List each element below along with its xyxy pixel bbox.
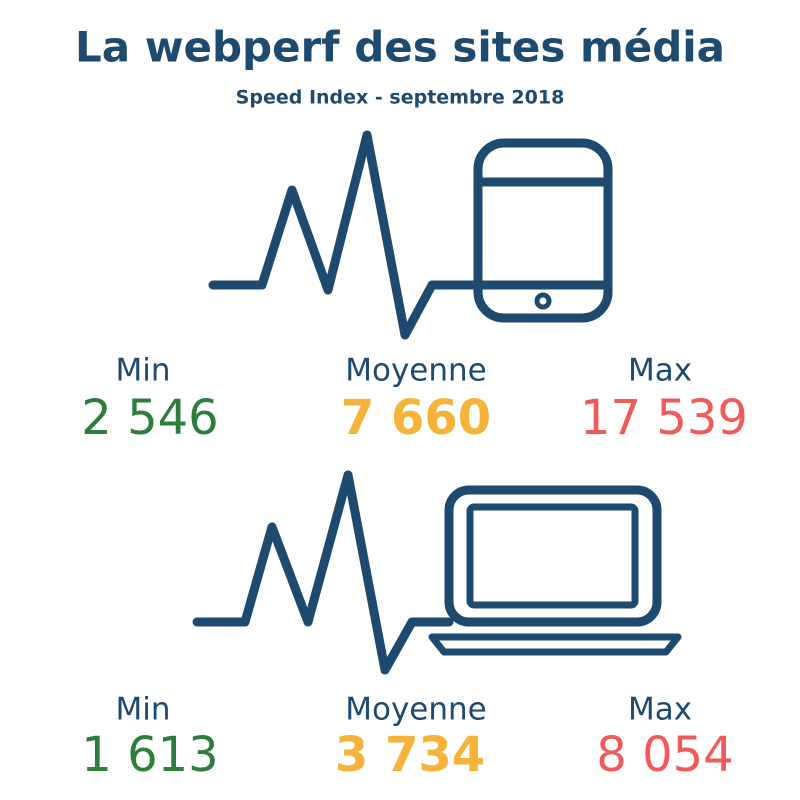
stat-value: 7 660: [341, 390, 491, 446]
stat-label: Min: [115, 353, 170, 389]
desktop-icon: [192, 470, 682, 675]
title: La webperf des sites média: [75, 23, 725, 72]
stat-value: 8 054: [596, 727, 733, 783]
stat-value: 3 734: [335, 727, 485, 783]
pulse-line: [192, 470, 454, 675]
mobile-stats: Min 2 546 Moyenne 7 660 Max 17 539: [81, 353, 748, 447]
subtitle: Speed Index - septembre 2018: [236, 87, 565, 109]
stat-label: Min: [115, 692, 170, 728]
mobile-icon: [208, 130, 613, 340]
phone-body: [473, 138, 613, 323]
stat-value: 1 613: [81, 727, 218, 783]
stat-label: Max: [628, 353, 692, 389]
pulse-line: [208, 130, 483, 340]
stat-label: Moyenne: [345, 692, 487, 728]
stat-label: Moyenne: [345, 353, 487, 389]
laptop-screen: [444, 485, 662, 627]
desktop-stats: Min 1 613 Moyenne 3 734 Max 8 054: [81, 692, 733, 784]
stat-value: 2 546: [81, 390, 218, 446]
laptop-display: [466, 503, 639, 609]
phone-button: [534, 292, 552, 310]
laptop-base: [428, 633, 682, 656]
stat-value: 17 539: [580, 390, 748, 446]
stat-label: Max: [628, 692, 692, 728]
